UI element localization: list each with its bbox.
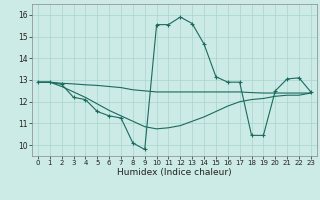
X-axis label: Humidex (Indice chaleur): Humidex (Indice chaleur) xyxy=(117,168,232,177)
